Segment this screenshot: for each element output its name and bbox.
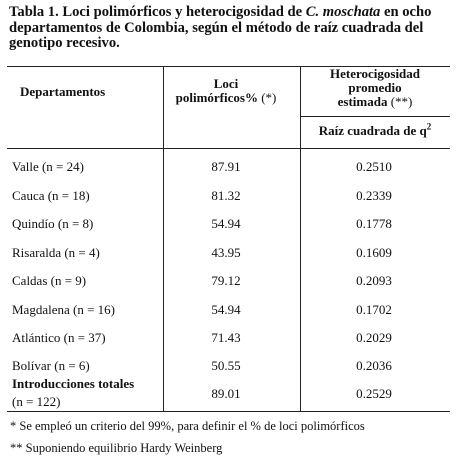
cell-departamento: Cauca (n = 18) bbox=[12, 188, 90, 203]
header-heterocigosidad: Heterocigosidad promedio estimada (**) bbox=[300, 67, 450, 109]
footnote-2: ** Suponiendo equilibrio Hardy Weinberg bbox=[10, 441, 223, 455]
header-departamentos: Departamentos bbox=[20, 84, 106, 99]
cell-het: 0.1702 bbox=[356, 302, 392, 317]
header-het-sub: Raíz cuadrada de q2 bbox=[318, 121, 432, 138]
table-row: Caldas (n = 9) 79.12 0.2093 bbox=[0, 273, 456, 293]
header-rule bbox=[7, 148, 450, 149]
header-loci: Loci polimórficos% (*) bbox=[170, 77, 282, 105]
cell-departamento: Magdalena (n = 16) bbox=[12, 302, 115, 317]
header-loci-line2: polimórficos% (*) bbox=[175, 90, 277, 105]
cell-loci: 54.94 bbox=[211, 216, 241, 231]
total-label: Introducciones totales bbox=[12, 376, 135, 391]
cell-departamento: Valle (n = 24) bbox=[12, 159, 84, 174]
cell-het: 0.2036 bbox=[356, 358, 392, 373]
cell-loci: 87.91 bbox=[211, 159, 241, 174]
caption-prefix: Tabla 1. Loci polimórficos y heterocigos… bbox=[9, 4, 306, 20]
table-row: Atlántico (n = 37) 71.43 0.2029 bbox=[0, 330, 456, 350]
cell-departamento: Bolívar (n = 6) bbox=[12, 358, 90, 373]
caption-suffix: en ocho departamentos de Colombia, según… bbox=[9, 4, 432, 52]
cell-loci: 54.94 bbox=[211, 302, 241, 317]
cell-loci: 50.55 bbox=[211, 358, 241, 373]
table-row: Valle (n = 24) 87.91 0.2510 bbox=[0, 159, 456, 179]
table-row: Bolívar (n = 6) 50.55 0.2036 bbox=[0, 358, 456, 378]
column-divider-2 bbox=[300, 66, 301, 411]
cell-departamento: Atlántico (n = 37) bbox=[12, 330, 106, 345]
header-het-line1: Heterocigosidad bbox=[329, 66, 421, 81]
cell-loci: 71.43 bbox=[211, 330, 241, 345]
cell-het: 0.1778 bbox=[356, 216, 392, 231]
cell-het: 0.2093 bbox=[356, 273, 392, 288]
table-row: Cauca (n = 18) 81.32 0.2339 bbox=[0, 188, 456, 208]
table-row: Quindío (n = 8) 54.94 0.1778 bbox=[0, 216, 456, 236]
table-caption: Tabla 1. Loci polimórficos y heterocigos… bbox=[9, 4, 449, 52]
header-het-sup: 2 bbox=[426, 121, 432, 132]
cell-het: 0.1609 bbox=[356, 245, 392, 260]
cell-het: 0.2510 bbox=[356, 159, 392, 174]
header-het-line2: promedio bbox=[348, 80, 402, 95]
header-loci-line1: Loci bbox=[213, 76, 239, 91]
cell-het: 0.2029 bbox=[356, 330, 392, 345]
bottom-rule bbox=[7, 411, 450, 412]
cell-loci: 79.12 bbox=[211, 273, 241, 288]
caption-species: C. moschata bbox=[305, 4, 381, 20]
header-sub-rule bbox=[300, 116, 450, 117]
cell-departamento: Caldas (n = 9) bbox=[12, 273, 87, 288]
header-loci-mark: (*) bbox=[261, 90, 277, 105]
cell-het: 0.2339 bbox=[356, 188, 392, 203]
table-row: Risaralda (n = 4) 43.95 0.1609 bbox=[0, 245, 456, 265]
total-n: (n = 122) bbox=[12, 394, 61, 409]
table-row: Magdalena (n = 16) 54.94 0.1702 bbox=[0, 302, 456, 322]
top-rule bbox=[7, 66, 450, 67]
cell-loci: 43.95 bbox=[211, 245, 241, 260]
total-loci: 89.01 bbox=[211, 386, 241, 401]
cell-departamento: Risaralda (n = 4) bbox=[12, 245, 100, 260]
column-divider-1 bbox=[163, 66, 164, 411]
cell-departamento: Quindío (n = 8) bbox=[12, 216, 94, 231]
header-het-line3: estimada (**) bbox=[337, 94, 413, 109]
cell-loci: 81.32 bbox=[211, 188, 241, 203]
footnote-1: * Se empleó un criterio del 99%, para de… bbox=[10, 419, 365, 433]
total-het: 0.2529 bbox=[356, 386, 392, 401]
header-het-mark: (**) bbox=[390, 94, 413, 109]
